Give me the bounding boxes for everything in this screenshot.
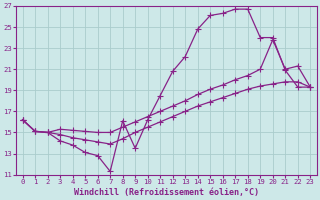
X-axis label: Windchill (Refroidissement éolien,°C): Windchill (Refroidissement éolien,°C) — [74, 188, 259, 197]
